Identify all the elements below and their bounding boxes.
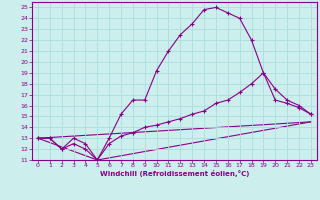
X-axis label: Windchill (Refroidissement éolien,°C): Windchill (Refroidissement éolien,°C) xyxy=(100,170,249,177)
